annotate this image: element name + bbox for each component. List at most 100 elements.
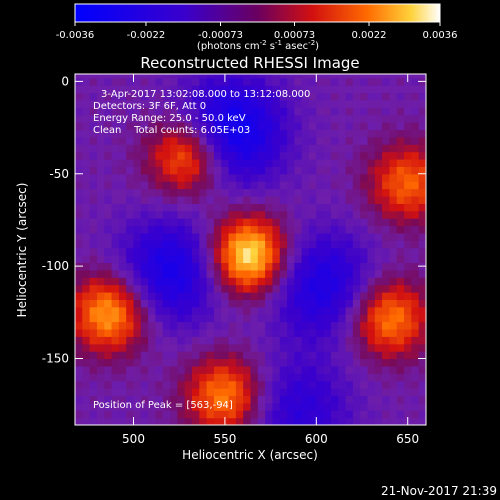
heatmap-cell bbox=[199, 203, 208, 212]
heatmap-cell bbox=[177, 269, 186, 278]
heatmap-cell bbox=[133, 240, 142, 249]
heatmap-cell bbox=[199, 181, 208, 190]
heatmap-cell bbox=[192, 388, 200, 397]
heatmap-cell bbox=[294, 417, 303, 425]
heatmap-cell bbox=[206, 74, 215, 79]
heatmap-cell bbox=[323, 151, 332, 160]
heatmap-cell bbox=[330, 210, 339, 219]
heatmap-cell bbox=[126, 299, 135, 308]
heatmap-cell bbox=[235, 343, 244, 352]
heatmap-cell bbox=[177, 351, 186, 360]
heatmap-cell bbox=[228, 181, 237, 190]
heatmap-cell bbox=[133, 402, 142, 411]
heatmap-cell bbox=[243, 158, 252, 167]
heatmap-cell bbox=[228, 365, 237, 374]
heatmap-cell bbox=[360, 92, 369, 101]
heatmap-cell bbox=[82, 365, 91, 374]
heatmap-cell bbox=[367, 314, 376, 323]
heatmap-cell bbox=[148, 306, 157, 315]
heatmap-cell bbox=[82, 181, 91, 190]
heatmap-cell bbox=[170, 85, 178, 94]
heatmap-cell bbox=[338, 351, 347, 360]
heatmap-cell bbox=[192, 247, 200, 256]
heatmap-cell bbox=[382, 122, 391, 131]
heatmap-cell bbox=[243, 380, 252, 389]
heatmap-cell bbox=[140, 77, 149, 86]
heatmap-cell bbox=[374, 77, 383, 86]
heatmap-cell bbox=[411, 240, 420, 249]
heatmap-cell bbox=[140, 395, 149, 404]
heatmap-cell bbox=[323, 173, 332, 182]
heatmap-cell bbox=[411, 284, 420, 293]
heatmap-cell bbox=[96, 306, 105, 315]
heatmap-cell bbox=[89, 328, 98, 337]
heatmap-cell bbox=[265, 299, 274, 308]
heatmap-cell bbox=[316, 299, 325, 308]
heatmap-cell bbox=[118, 107, 127, 116]
heatmap-cell bbox=[279, 85, 288, 94]
heatmap-cell bbox=[199, 77, 208, 86]
heatmap-cell bbox=[162, 314, 171, 323]
heatmap-cell bbox=[338, 99, 347, 108]
heatmap-cell bbox=[360, 299, 369, 308]
heatmap-cell bbox=[221, 380, 230, 389]
heatmap-cell bbox=[345, 291, 354, 300]
heatmap-cell bbox=[309, 99, 317, 108]
heatmap-cell bbox=[418, 74, 426, 79]
heatmap-cell bbox=[162, 218, 171, 227]
heatmap-cell bbox=[133, 92, 142, 101]
heatmap-cell bbox=[118, 210, 127, 219]
heatmap-cell bbox=[418, 122, 426, 131]
heatmap-cell bbox=[316, 188, 325, 197]
heatmap-cell bbox=[352, 365, 361, 374]
heatmap-cell bbox=[184, 343, 193, 352]
heatmap-cell bbox=[272, 306, 281, 315]
heatmap-cell bbox=[206, 240, 215, 249]
heatmap-cell bbox=[418, 395, 426, 404]
heatmap-cell bbox=[301, 85, 310, 94]
heatmap-cell bbox=[287, 395, 295, 404]
heatmap-cell bbox=[126, 181, 135, 190]
heatmap-cell bbox=[104, 210, 113, 219]
heatmap-cell bbox=[228, 358, 237, 367]
heatmap-cell bbox=[75, 114, 83, 123]
heatmap-cell bbox=[170, 299, 178, 308]
heatmap-cell bbox=[294, 262, 303, 271]
heatmap-cell bbox=[316, 277, 325, 286]
heatmap-cell bbox=[243, 314, 252, 323]
heatmap-cell bbox=[213, 232, 222, 241]
heatmap-cell bbox=[250, 351, 259, 360]
heatmap-cell bbox=[140, 321, 149, 330]
heatmap-cell bbox=[133, 365, 142, 374]
heatmap-cell bbox=[360, 388, 369, 397]
heatmap-cell bbox=[301, 114, 310, 123]
heatmap-cell bbox=[192, 255, 200, 264]
heatmap-cell bbox=[418, 166, 426, 175]
heatmap-cell bbox=[213, 395, 222, 404]
heatmap-cell bbox=[228, 262, 237, 271]
heatmap-cell bbox=[330, 306, 339, 315]
heatmap-cell bbox=[133, 114, 142, 123]
heatmap-cell bbox=[396, 129, 405, 138]
heatmap-cell bbox=[330, 351, 339, 360]
heatmap-cell bbox=[309, 129, 317, 138]
heatmap-cell bbox=[192, 277, 200, 286]
heatmap-cell bbox=[257, 144, 266, 153]
heatmap-cell bbox=[374, 277, 383, 286]
heatmap-cell bbox=[184, 388, 193, 397]
heatmap-cell bbox=[411, 173, 420, 182]
heatmap-cell bbox=[382, 380, 391, 389]
heatmap-cell bbox=[330, 299, 339, 308]
heatmap-cell bbox=[89, 277, 98, 286]
heatmap-cell bbox=[192, 188, 200, 197]
heatmap-cell bbox=[272, 188, 281, 197]
heatmap-cell bbox=[206, 321, 215, 330]
heatmap-cell bbox=[111, 373, 120, 382]
heatmap-cell bbox=[330, 402, 339, 411]
heatmap-cell bbox=[104, 240, 113, 249]
heatmap-cell bbox=[279, 77, 288, 86]
heatmap-cell bbox=[287, 218, 295, 227]
heatmap-cell bbox=[330, 388, 339, 397]
heatmap-cell bbox=[118, 336, 127, 345]
heatmap-cell bbox=[367, 107, 376, 116]
